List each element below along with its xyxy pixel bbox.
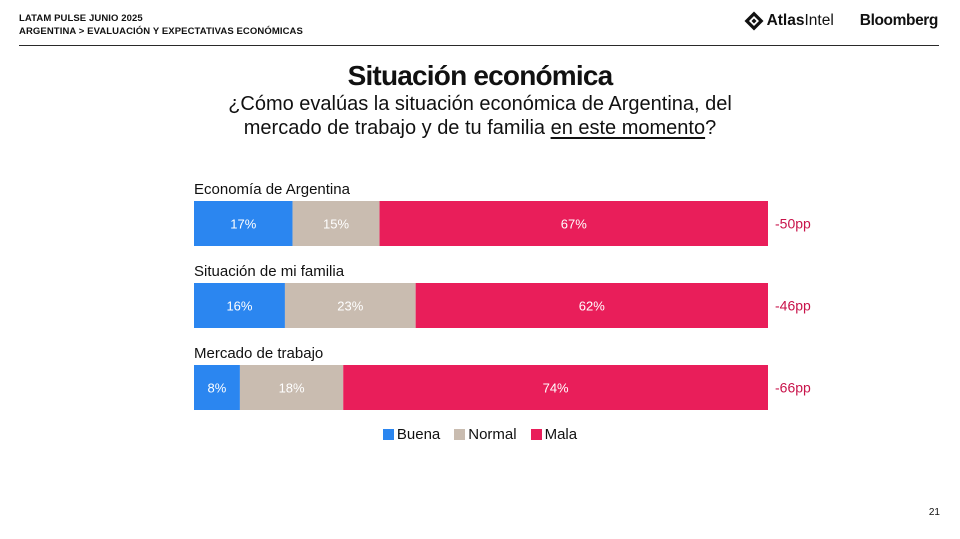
data-label-normal-mercado-de-trabajo: 18% <box>279 381 305 396</box>
legend-item-mala: Mala <box>530 426 578 443</box>
header-divider <box>19 45 939 46</box>
report-breadcrumb: ARGENTINA > EVALUACIÓN Y EXPECTATIVAS EC… <box>19 26 303 37</box>
page-title: Situación económica <box>347 60 614 91</box>
bar-mala-economia-de-argentina <box>379 201 768 246</box>
legend-label-mala: Mala <box>544 426 578 443</box>
net-label-economia-de-argentina: -50pp <box>775 216 811 232</box>
bar-normal-mercado-de-trabajo <box>239 365 344 410</box>
bar-normal-situacion-de-mi-familia <box>284 283 416 328</box>
atlasintel-logo: Atlas Intel <box>744 11 834 31</box>
legend-item-normal: Normal <box>454 426 517 443</box>
data-label-buena-situacion-de-mi-familia: 16% <box>226 299 252 314</box>
subtitle-text: ¿Cómo evalúas la situación económica de … <box>228 93 732 139</box>
legend-label-buena: Buena <box>396 426 441 443</box>
category-label-mercado-de-trabajo: Mercado de trabajo <box>194 345 323 362</box>
data-label-buena-mercado-de-trabajo: 8% <box>208 381 227 396</box>
intel-wordmark: Intel <box>804 12 834 29</box>
bar-buena-mercado-de-trabajo <box>194 365 240 410</box>
bar-mala-situacion-de-mi-familia <box>415 283 768 328</box>
bar-buena-economia-de-argentina <box>194 201 293 246</box>
net-label-situacion-de-mi-familia: -46pp <box>775 298 811 314</box>
category-label-situacion-de-mi-familia: Situación de mi familia <box>194 263 345 280</box>
legend-swatch-buena <box>382 429 394 440</box>
atlas-wordmark: Atlas <box>766 12 805 29</box>
page-subtitle: ¿Cómo evalúas la situación económica de … <box>200 92 760 140</box>
bar-normal-economia-de-argentina <box>292 201 380 246</box>
bloomberg-logo: Bloomberg <box>859 12 939 29</box>
legend-label-normal: Normal <box>468 426 517 443</box>
data-label-normal-economia-de-argentina: 15% <box>323 217 349 232</box>
subtitle-emphasis: en este momento <box>550 117 706 139</box>
legend-item-buena: Buena <box>382 426 441 443</box>
data-label-mala-mercado-de-trabajo: 74% <box>543 381 569 396</box>
chart-legend: Buena Normal Mala <box>0 426 960 443</box>
bar-buena-situacion-de-mi-familia <box>194 283 285 328</box>
logos: Atlas Intel Bloomberg <box>744 11 938 31</box>
subtitle-end: ? <box>705 117 717 139</box>
data-label-buena-economia-de-argentina: 17% <box>230 217 256 232</box>
page-number: 21 <box>928 507 940 518</box>
report-name: LATAM PULSE JUNIO 2025 <box>19 13 143 24</box>
legend-swatch-normal <box>454 429 466 440</box>
data-label-mala-situacion-de-mi-familia: 62% <box>579 299 605 314</box>
data-label-normal-situacion-de-mi-familia: 23% <box>337 299 363 314</box>
legend-swatch-mala <box>530 429 542 440</box>
atlasintel-mark-icon <box>744 11 764 31</box>
bar-mala-mercado-de-trabajo <box>343 365 768 410</box>
category-label-economia-de-argentina: Economía de Argentina <box>194 181 351 198</box>
net-label-mercado-de-trabajo: -66pp <box>775 380 811 396</box>
report-header: LATAM PULSE JUNIO 2025 ARGENTINA > EVALU… <box>19 12 303 38</box>
data-label-mala-economia-de-argentina: 67% <box>561 217 587 232</box>
